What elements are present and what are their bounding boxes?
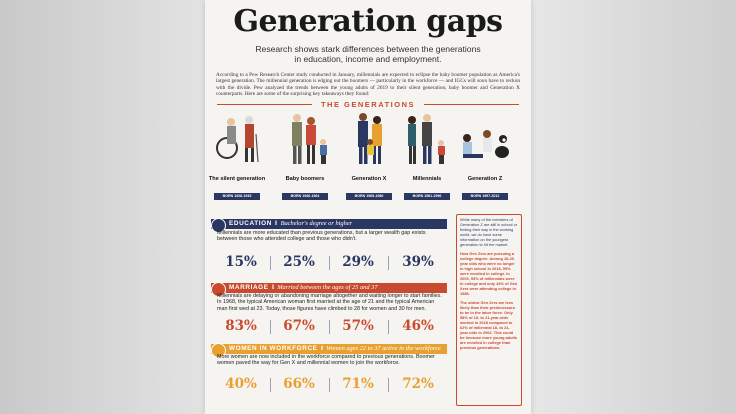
section-name: EDUCATION [229, 220, 272, 227]
stat-value: 40% [225, 376, 257, 392]
generation-illustrations [216, 113, 509, 164]
section-name: WOMEN IN WORKFORCE [229, 345, 318, 352]
generation-name: Millennials [412, 176, 442, 182]
sidebar-paragraph: How Gen Zers are pursuing a college degr… [460, 251, 518, 296]
stat-value: 29% [342, 254, 374, 270]
section-subtitle: Women ages 22 to 37 active in the workfo… [326, 345, 441, 352]
illustration [358, 113, 382, 164]
divider [217, 104, 312, 105]
section-text: Millennials are delaying or abandoning m… [217, 293, 442, 312]
generation-born: BORN 1946-1964 [282, 193, 328, 200]
generation-born: BORN 1928-1945 [214, 193, 260, 200]
stat-value: 46% [402, 318, 434, 334]
generation-name: The silent generation [208, 176, 266, 182]
stat-divider [328, 256, 330, 270]
stat-divider [388, 320, 389, 334]
section-name: MARRIAGE [229, 284, 269, 291]
subtitle: Research shows stark differences between… [255, 44, 481, 64]
section-title: EDUCATION ‖ Bachelor's degree or higher [229, 219, 352, 229]
stat-divider [270, 256, 271, 270]
generation-born: BORN 1965-1980 [346, 193, 392, 200]
stat-value: 25% [283, 254, 315, 270]
stat-divider [270, 320, 271, 334]
stat-value: 71% [342, 376, 374, 392]
stat-value: 83% [225, 318, 257, 334]
section-text: More women are now included in the workf… [217, 354, 435, 367]
stat-value: 39% [402, 254, 434, 270]
section-bar: WOMEN IN WORKFORCE ‖ Women ages 22 to 37 a… [211, 342, 447, 358]
stat-value: 15% [225, 254, 257, 270]
separator: ‖ [274, 220, 278, 227]
stat-divider [388, 256, 389, 270]
section-title: WOMEN IN WORKFORCE ‖ Women ages 22 to 37 a… [229, 344, 441, 354]
section-bar: MARRIAGE ‖ Married between the ages of 25 … [211, 281, 447, 297]
divider [424, 104, 519, 105]
section-subtitle: Bachelor's degree or higher [280, 220, 353, 227]
stat-value: 66% [283, 376, 315, 392]
section-subtitle: Married between the ages of 25 and 37 [277, 284, 378, 291]
stat-value: 57% [342, 318, 374, 334]
generation-born: BORN 1997-2012 [462, 193, 508, 200]
generation-name: Generation Z [467, 176, 503, 182]
illustration [292, 114, 327, 164]
sidebar-paragraph: While many of the members of Generation … [460, 217, 518, 247]
sidebar: While many of the members of Generation … [456, 214, 522, 406]
section-text: Millennials are more educated than previ… [217, 230, 426, 243]
separator: ‖ [320, 345, 324, 352]
section-icon [211, 342, 226, 358]
stat-divider [388, 378, 389, 392]
infographic-page: Generation gaps Research shows stark dif… [205, 0, 531, 414]
illustration [408, 114, 445, 164]
stat-value: 72% [402, 376, 434, 392]
title: Generation gaps [233, 4, 503, 39]
sidebar-paragraph: The oldest Gen Zers are less likely than… [460, 300, 518, 350]
stat-value: 67% [283, 318, 315, 334]
section-bar: EDUCATION ‖ Bachelor's degree or higher [211, 217, 447, 233]
section-icon [211, 217, 226, 233]
generation-born: BORN 1981-1996 [404, 193, 450, 200]
stat-divider [270, 378, 271, 392]
stat-divider [328, 320, 330, 334]
illustration [463, 130, 509, 158]
generation-name: Baby boomers [285, 176, 325, 182]
stat-divider [328, 378, 330, 392]
section-title: MARRIAGE ‖ Married between the ages of 25 … [229, 283, 378, 293]
illustration [216, 116, 259, 163]
section-heading: THE GENERATIONS [320, 100, 416, 109]
generation-name: Generation X [351, 176, 387, 182]
intro-paragraph: According to a Pew Research Center study… [216, 72, 520, 98]
section-icon [211, 281, 226, 297]
separator: ‖ [271, 284, 275, 291]
